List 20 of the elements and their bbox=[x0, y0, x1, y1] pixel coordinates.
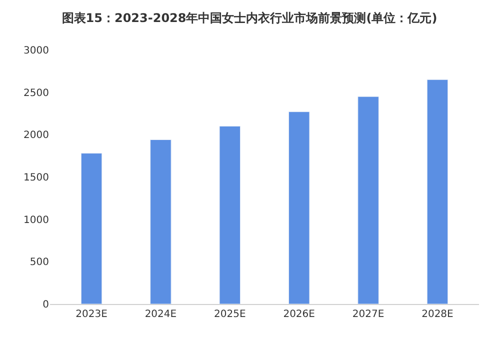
x-tick-label: 2028E bbox=[422, 309, 454, 320]
y-tick-label: 2000 bbox=[24, 130, 49, 142]
y-tick-label: 1000 bbox=[24, 214, 49, 226]
x-tick-label: 2023E bbox=[76, 309, 108, 320]
chart-title: 图表15：2023-2028年中国女士内衣行业市场前景预测(单位：亿元) bbox=[62, 11, 438, 26]
bar bbox=[426, 79, 448, 304]
x-tick-label: 2025E bbox=[214, 309, 246, 320]
bar bbox=[80, 153, 102, 304]
y-tick-label: 3000 bbox=[24, 46, 49, 56]
y-tick-label: 0 bbox=[42, 300, 49, 310]
x-tick-label: 2024E bbox=[144, 309, 177, 320]
x-tick-label: 2027E bbox=[352, 309, 384, 320]
bar bbox=[150, 140, 172, 304]
y-tick-label: 1500 bbox=[24, 172, 49, 184]
bar bbox=[288, 112, 310, 304]
y-tick-label: 500 bbox=[30, 257, 49, 268]
y-tick-label: 2500 bbox=[24, 88, 49, 99]
bar bbox=[358, 96, 379, 304]
bar bbox=[219, 126, 241, 304]
x-tick-label: 2026E bbox=[283, 309, 315, 320]
